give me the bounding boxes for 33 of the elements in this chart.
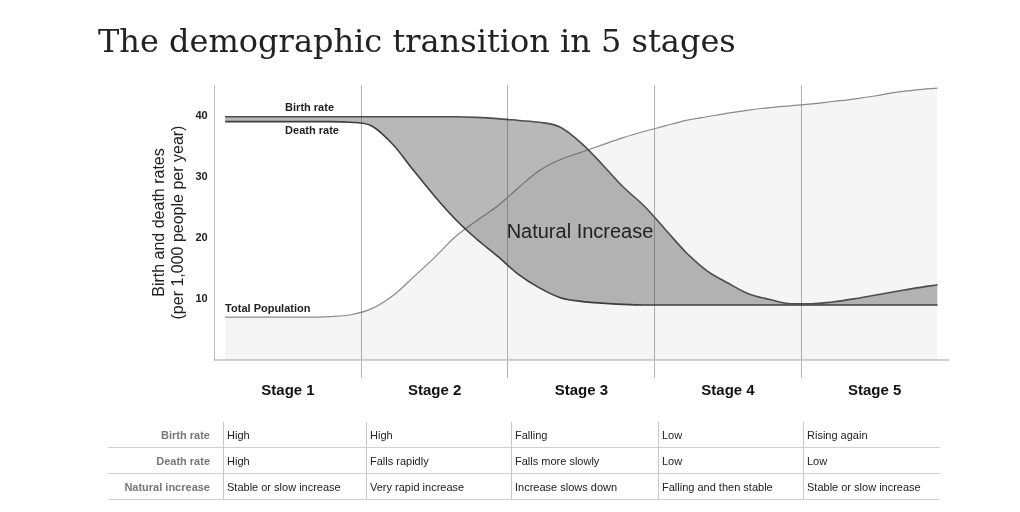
series-label: Total Population — [225, 301, 311, 314]
y-axis-title: Birth and death rates (per 1,000 people per year) — [150, 125, 187, 320]
text: Stable or slow increase — [223, 474, 364, 500]
y-tick-label: 10 — [195, 291, 208, 304]
text: Birth rate — [160, 428, 210, 443]
text: Natural increase — [123, 480, 210, 495]
y-tick-label: 40 — [195, 108, 208, 121]
x-tick-label: Stage 1 — [261, 381, 315, 399]
text: Falling — [511, 422, 656, 448]
y-tick-label: 30 — [195, 169, 208, 182]
x-tick-label: Stage 2 — [407, 381, 462, 399]
text: Falling and then stable — [658, 474, 801, 500]
text: Falls rapidly — [366, 448, 509, 474]
chart-title: The demographic transition in 5 stages — [98, 22, 736, 60]
text: High — [223, 448, 364, 474]
y-tick-label: 20 — [195, 230, 208, 243]
x-tick-label: Stage 5 — [847, 381, 902, 399]
text: Low — [803, 448, 946, 474]
text: Stable or slow increase — [803, 474, 946, 500]
text: High — [223, 422, 364, 448]
series-label: Death rate — [285, 124, 339, 137]
text: Falls more slowly — [511, 448, 656, 474]
annotation: Natural Increase — [505, 220, 655, 243]
text: Low — [658, 448, 801, 474]
x-tick-label: Stage 4 — [701, 381, 756, 399]
text: Low — [658, 422, 801, 448]
x-tick-label: Stage 3 — [554, 381, 608, 399]
text: Death rate — [155, 454, 210, 469]
series-label: Birth rate — [285, 101, 335, 114]
text: High — [366, 422, 509, 448]
text: Rising again — [803, 422, 946, 448]
text: Increase slows down — [511, 474, 656, 500]
text: Very rapid increase — [366, 474, 509, 500]
